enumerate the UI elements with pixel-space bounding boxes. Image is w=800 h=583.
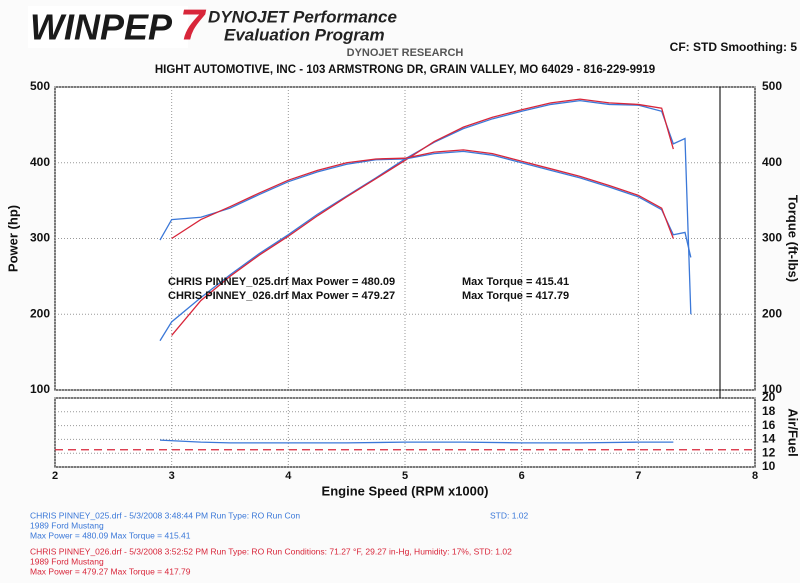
y-tick-label: 20	[762, 390, 776, 404]
logo-mark: 7	[180, 1, 207, 50]
plot-area	[54, 397, 756, 468]
annotation: CHRIS PINNEY_025.drf Max Power = 480.09	[168, 276, 395, 288]
y-tick-label: 18	[762, 404, 776, 418]
x-tick-label: 3	[169, 470, 175, 482]
run-info: CHRIS PINNEY_025.drf - 5/3/2008 3:48:44 …	[30, 510, 300, 520]
y-tick-label: 200	[30, 306, 50, 320]
x-tick-label: 2	[52, 470, 58, 482]
run-info: CHRIS PINNEY_026.drf - 5/3/2008 3:52:52 …	[30, 546, 512, 556]
title-line1: DYNOJET Performance	[208, 7, 397, 26]
run-info: 1989 Ford Mustang	[30, 520, 104, 530]
y-tick-label: 14	[762, 432, 776, 446]
y2-tick-label: 400	[762, 155, 782, 169]
y2-tick-label: 100	[762, 382, 782, 396]
y-tick-label: 12	[762, 445, 776, 459]
annotation: CHRIS PINNEY_026.drf Max Power = 479.27	[168, 290, 395, 302]
y2-tick-label: 300	[762, 231, 782, 245]
x-tick-label: 8	[752, 470, 758, 482]
run-info: STD: 1.02	[490, 510, 529, 520]
y-tick-label: 100	[30, 382, 50, 396]
logo: WINPEP	[30, 7, 173, 48]
y-axis-title: Power (hp)	[5, 205, 20, 272]
x-axis-title: Engine Speed (RPM x1000)	[322, 483, 489, 498]
title-line2: Evaluation Program	[224, 25, 385, 44]
x-tick-label: 6	[519, 470, 525, 482]
settings: CF: STD Smoothing: 5	[670, 40, 798, 54]
y-tick-label: 300	[30, 231, 50, 245]
series-line	[159, 439, 674, 444]
annotation: Max Torque = 415.41	[462, 276, 569, 288]
series-line	[171, 98, 674, 336]
x-tick-label: 7	[635, 470, 641, 482]
series-line	[171, 149, 674, 240]
run-info: Max Power = 480.09 Max Torque = 415.41	[30, 530, 191, 540]
y2-tick-label: 200	[762, 306, 782, 320]
y-tick-label: 16	[762, 418, 776, 432]
y-tick-label: 10	[762, 459, 776, 473]
x-tick-label: 5	[402, 470, 408, 482]
y2-tick-label: 500	[762, 79, 782, 93]
run-info: Max Power = 479.27 Max Torque = 417.79	[30, 566, 191, 576]
company: DYNOJET RESEARCH	[347, 47, 464, 59]
annotation: Max Torque = 417.79	[462, 290, 569, 302]
series-line	[159, 150, 692, 258]
y-axis-title: Air/Fuel	[786, 408, 800, 456]
y-tick-label: 400	[30, 155, 50, 169]
y-tick-label: 500	[30, 79, 50, 93]
x-tick-label: 4	[285, 470, 292, 482]
run-info: 1989 Ford Mustang	[30, 556, 104, 566]
y2-axis-title: Torque (ft-lbs)	[786, 195, 800, 282]
series-line	[159, 99, 692, 342]
logo-box	[28, 6, 188, 48]
address: HIGHT AUTOMOTIVE, INC - 103 ARMSTRONG DR…	[155, 64, 655, 76]
